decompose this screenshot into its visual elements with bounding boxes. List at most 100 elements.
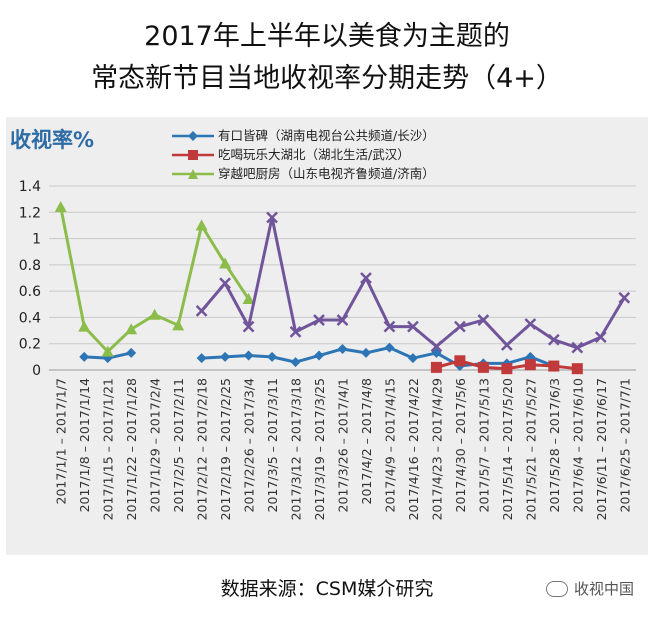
series-green-point <box>195 219 208 231</box>
series-purple-point <box>500 339 513 351</box>
chat-bubble-icon <box>545 580 568 597</box>
x-tick-label: 2017/2/5 – 2017/2/11 <box>171 378 186 512</box>
series-green-point <box>54 201 67 213</box>
legend-swatch-triangle-icon <box>172 168 214 179</box>
series-purple-point <box>594 331 607 344</box>
series-purple-point <box>454 320 466 333</box>
y-tick-label: 1.2 <box>19 205 41 221</box>
x-tick-label: 2017/2/19 – 2017/2/25 <box>218 378 233 520</box>
series-green-point <box>148 308 161 320</box>
series-purple-point <box>313 314 325 326</box>
series-red-point <box>477 361 489 373</box>
x-tick-label: 2017/3/12 – 2017/3/18 <box>289 378 304 520</box>
series-green-point <box>78 320 91 332</box>
x-tick-label: 2017/5/7 – 2017/5/13 <box>476 378 491 512</box>
legend-label-red: 吃喝玩乐大湖北（湖北生活/武汉） <box>218 147 410 162</box>
legend-item-blue: 有口皆碑（湖南电视台公共频道/长沙） <box>172 126 435 145</box>
series-blue-point <box>314 350 325 361</box>
series-blue-point <box>79 351 90 362</box>
series-green-point <box>219 257 232 269</box>
series-purple-point <box>383 320 396 333</box>
x-tick-label: 2017/5/28 – 2017/6/3 <box>547 378 562 512</box>
series-purple-point <box>195 304 208 317</box>
x-tick-label: 2017/1/22 – 2017/1/28 <box>124 378 139 520</box>
series-purple-point <box>547 333 560 346</box>
legend-label-green: 穿越吧厨房（山东电视齐鲁频道/济南） <box>218 166 435 181</box>
data-source-note: 数据来源：CSM媒介研究 <box>220 578 434 600</box>
series-green-point <box>125 323 138 335</box>
legend-item-red: 吃喝玩乐大湖北（湖北生活/武汉） <box>172 145 435 164</box>
series-purple-point <box>407 320 419 333</box>
x-tick-label: 2017/2/26 – 2017/3/4 <box>242 378 257 512</box>
series-blue-point <box>337 343 348 354</box>
series-purple-point <box>524 318 537 330</box>
x-tick-label: 2017/4/23 – 2017/4/29 <box>429 378 444 520</box>
y-tick-label: 0.6 <box>19 284 41 300</box>
series-purple-point <box>289 326 302 338</box>
series-purple-point <box>242 320 255 333</box>
series-green-point <box>101 345 114 357</box>
y-tick-label: 0.8 <box>19 258 41 274</box>
x-tick-label: 2017/6/11 – 2017/6/17 <box>594 378 609 520</box>
x-tick-label: 2017/3/5 – 2017/3/11 <box>265 378 280 512</box>
legend-label-blue: 有口皆碑（湖南电视台公共频道/长沙） <box>218 128 435 143</box>
y-tick-label: 0 <box>32 363 41 379</box>
series-blue-point <box>360 347 371 358</box>
series-blue-point <box>290 357 301 368</box>
series-red-point <box>548 360 560 372</box>
x-tick-label: 2017/1/1 – 2017/1/7 <box>54 378 69 504</box>
series-red-point <box>571 363 583 375</box>
x-tick-label: 2017/3/26 – 2017/4/1 <box>336 378 351 512</box>
x-tick-label: 2017/6/4 – 2017/6/10 <box>570 378 585 512</box>
x-tick-label: 2017/6/25 – 2017/7/1 <box>617 378 632 512</box>
x-tick-label: 2017/4/9 – 2017/4/15 <box>382 378 397 512</box>
series-purple-point <box>571 341 584 354</box>
x-tick-label: 2017/1/15 – 2017/1/21 <box>101 378 116 520</box>
x-tick-label: 2017/4/30 – 2017/5/6 <box>453 378 468 512</box>
series-blue-point <box>126 347 137 358</box>
series-blue-point <box>220 351 231 362</box>
watermark: 收视中国 <box>545 578 634 599</box>
chart-title-line-1: 2017年上半年以美食为主题的 <box>144 21 510 52</box>
x-tick-label: 2017/1/8 – 2017/1/14 <box>77 378 92 512</box>
series-purple-point <box>360 272 372 284</box>
series-red-point <box>501 363 513 375</box>
y-tick-label: 1 <box>32 232 41 248</box>
x-tick-label: 2017/5/21 – 2017/5/27 <box>523 378 538 520</box>
series-purple-point <box>219 277 231 290</box>
legend-swatch-square-icon <box>172 149 214 160</box>
watermark-text: 收视中国 <box>573 580 634 598</box>
chart-panel <box>6 117 648 555</box>
series-purple-point <box>430 340 443 353</box>
series-purple-point <box>266 211 278 224</box>
series-blue-point <box>196 353 207 364</box>
x-tick-label: 2017/4/16 – 2017/4/22 <box>406 378 421 520</box>
legend-swatch-diamond-icon <box>172 130 214 141</box>
y-tick-label: 0.2 <box>19 337 41 353</box>
x-tick-label: 2017/1/29 – 2017/2/4 <box>148 378 163 512</box>
series-purple-point <box>618 291 631 304</box>
series-green-point <box>172 319 185 331</box>
x-tick-label: 2017/2/12 – 2017/2/18 <box>195 378 210 520</box>
series-blue-point <box>243 350 254 361</box>
x-tick-label: 2017/5/14 – 2017/5/20 <box>500 378 515 520</box>
series-green-point <box>242 293 255 305</box>
series-blue-line <box>201 346 555 368</box>
y-tick-label: 1.4 <box>19 179 41 195</box>
series-red-point <box>454 355 466 367</box>
series-purple-point <box>336 314 349 326</box>
series-red-point <box>430 361 442 373</box>
chart-title-line-2: 常态新节目当地收视率分期走势（4+） <box>91 63 563 94</box>
series-blue-point <box>384 342 395 353</box>
y-tick-label: 0.4 <box>19 310 41 326</box>
series-red-point <box>524 359 536 371</box>
series-blue-point <box>267 351 278 362</box>
chart-legend: 有口皆碑（湖南电视台公共频道/长沙） 吃喝玩乐大湖北（湖北生活/武汉） 穿越吧厨… <box>172 126 435 183</box>
series-blue-point <box>407 353 418 364</box>
series-purple-point <box>477 314 490 326</box>
legend-item-green: 穿越吧厨房（山东电视齐鲁频道/济南） <box>172 164 435 183</box>
x-tick-label: 2017/4/2 – 2017/4/8 <box>359 378 374 505</box>
y-axis-unit-label: 收视率% <box>10 128 95 152</box>
x-tick-label: 2017/3/19 – 2017/3/25 <box>312 378 327 520</box>
